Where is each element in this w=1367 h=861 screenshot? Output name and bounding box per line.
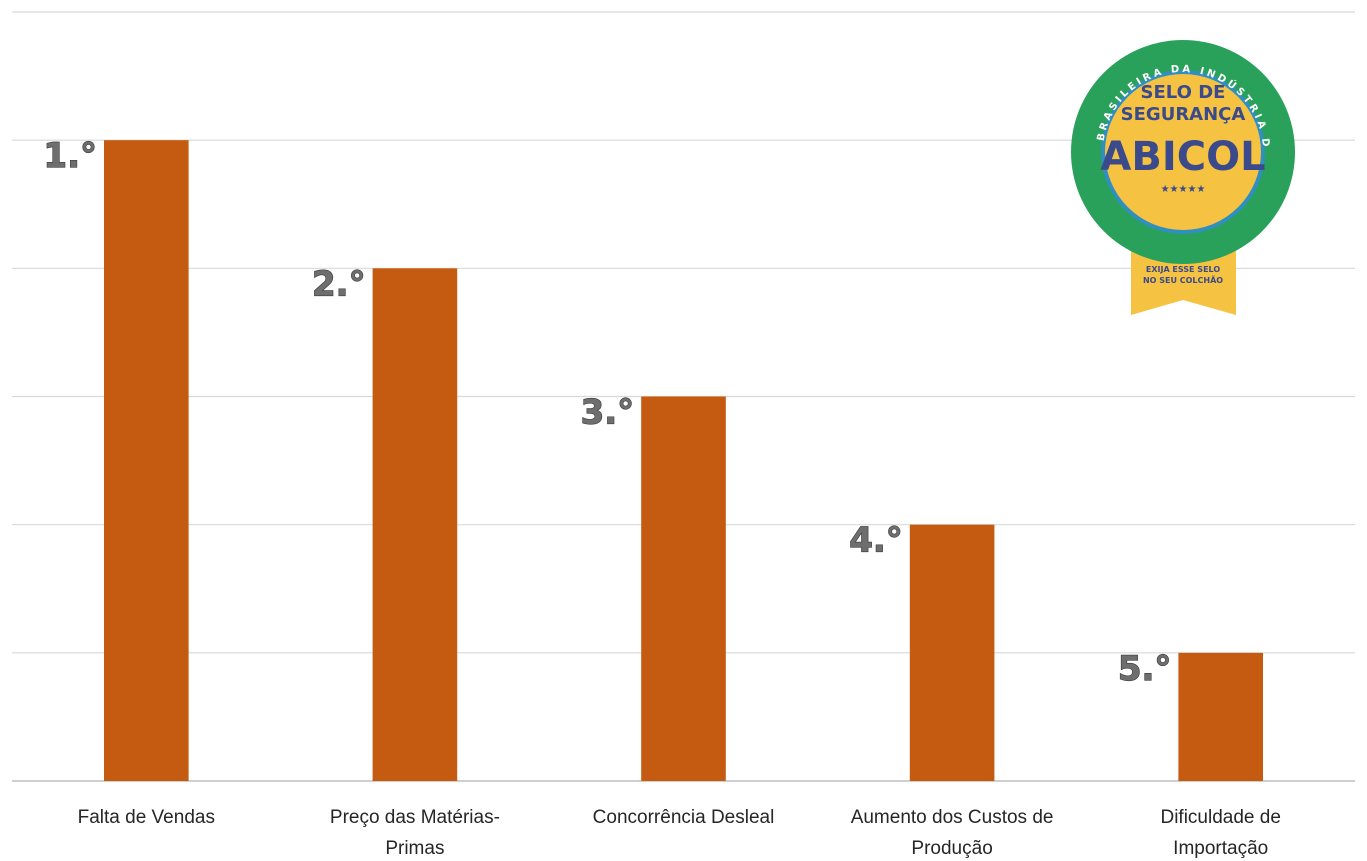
- category-label: Aumento dos Custos de: [851, 807, 1054, 828]
- rank-label: 4.°: [849, 521, 903, 561]
- category-label: Dificuldade de: [1160, 807, 1280, 828]
- rank-label: 2.°: [312, 264, 366, 304]
- gridlines: [12, 11, 1355, 782]
- rank-label: 5.°: [1118, 649, 1172, 689]
- seal-line2: SEGURANÇA: [1121, 104, 1246, 125]
- bar: [1178, 652, 1264, 781]
- bar: [103, 140, 189, 781]
- rank-labels: 1.° 2.° 3.° 4.° 5.°: [43, 136, 1172, 690]
- seal-ribbon-line2: NO SEU COLCHÃO: [1143, 275, 1223, 285]
- seal-stars: ★★★★★: [1161, 184, 1206, 195]
- category-label: Importação: [1173, 838, 1268, 859]
- category-label: Preço das Matérias-: [330, 807, 500, 828]
- category-label: Primas: [385, 838, 444, 859]
- category-label: Falta de Vendas: [78, 807, 215, 828]
- bar: [372, 268, 458, 781]
- seal-line1: SELO DE: [1141, 82, 1226, 103]
- rank-label: 1.°: [43, 136, 97, 176]
- seal-brand: ABICOL: [1100, 134, 1265, 180]
- seal-ribbon-line1: EXIJA ESSE SELO: [1146, 265, 1220, 274]
- category-labels: Falta de Vendas Preço das Matérias- Primas…: [78, 807, 1281, 859]
- bar: [641, 396, 726, 781]
- bars: [103, 140, 1264, 781]
- bar: [909, 524, 995, 781]
- rank-label: 3.°: [581, 393, 635, 433]
- category-label: Concorrência Desleal: [593, 807, 775, 828]
- category-label: Produção: [911, 838, 992, 859]
- seal-inner-disc: [1105, 74, 1261, 230]
